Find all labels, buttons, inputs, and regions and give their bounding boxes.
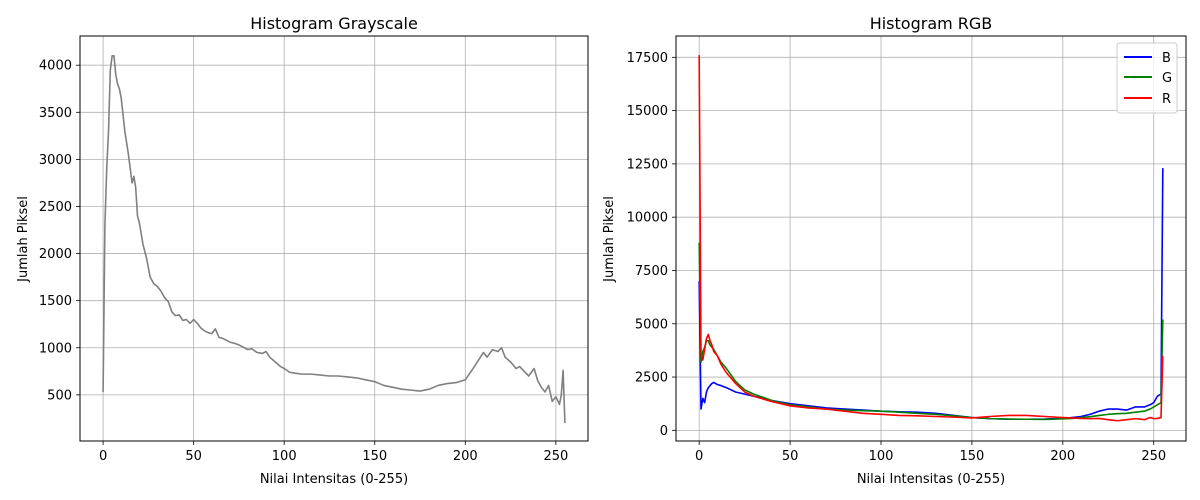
rgb-y-axis-label: Jumlah Piksel [602,196,617,283]
grayscale-x-tick-label: 250 [543,449,568,464]
grayscale-y-tick-label: 2000 [39,247,72,262]
rgb-y-tick-label: 17500 [627,51,668,66]
rgb-legend: B G R [1116,42,1178,114]
grayscale-x-axis-label: Nilai Intensitas (0-255) [260,472,408,487]
rgb-y-tick-label: 5000 [635,317,668,332]
grayscale-y-tick-label: 4000 [39,59,72,74]
grayscale-y-tick-label: 1500 [39,294,72,309]
grayscale-y-axis-label: Jumlah Piksel [16,196,31,283]
grayscale-series-grayscale-line [102,54,566,424]
grayscale-x-tick-label: 0 [99,449,107,464]
grayscale-y-tick-label: 1000 [39,341,72,356]
rgb-x-tick-label: 100 [869,449,894,464]
grayscale-x-tick-label: 100 [272,449,297,464]
grayscale-y-tick-label: 500 [47,388,72,403]
grayscale-x-tick-label: 50 [185,449,202,464]
rgb-x-tick-label: 150 [959,449,984,464]
legend-r-label: R [1162,92,1171,107]
rgb-x-axis-label: Nilai Intensitas (0-255) [857,472,1005,487]
grayscale-chart-title: Histogram Grayscale [250,14,418,33]
grayscale-x-tick-label: 200 [453,449,478,464]
grayscale-x-tick-label: 150 [362,449,387,464]
rgb-series-r-line [698,55,1164,422]
rgb-y-tick-label: 2500 [635,371,668,386]
grayscale-plot-frame [79,35,589,442]
rgb-x-tick-label: 250 [1141,449,1166,464]
rgb-y-tick-label: 15000 [627,104,668,119]
rgb-x-tick-label: 200 [1050,449,1075,464]
rgb-x-tick-label: 50 [782,449,799,464]
legend-b-label: B [1162,51,1171,66]
rgb-y-tick-label: 10000 [627,211,668,226]
rgb-x-tick-label: 0 [695,449,703,464]
grayscale-chart: 0 50 100 150 200 250 500 1000 1500 2000 2500 3000 35… [16,14,589,487]
rgb-chart: 0 50 100 150 200 2500250050007500100001250015… [602,14,1187,487]
rgb-plot-frame [675,35,1187,442]
rgb-chart-title: Histogram RGB [870,14,993,33]
rgb-y-tick-label: 0 [660,424,668,439]
grayscale-y-tick-label: 3000 [39,153,72,168]
rgb-y-tick-label: 7500 [635,264,668,279]
rgb-y-tick-label: 12500 [627,157,668,172]
legend-g-label: G [1162,71,1172,86]
grayscale-y-tick-label: 2500 [39,200,72,215]
grayscale-y-tick-label: 3500 [39,106,72,121]
